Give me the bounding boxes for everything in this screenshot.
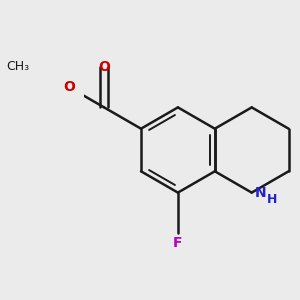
Text: F: F [173,236,183,250]
Text: O: O [98,60,110,74]
Text: O: O [63,80,75,94]
Text: N: N [255,186,267,200]
Text: CH₃: CH₃ [7,60,30,74]
Text: H: H [267,193,278,206]
